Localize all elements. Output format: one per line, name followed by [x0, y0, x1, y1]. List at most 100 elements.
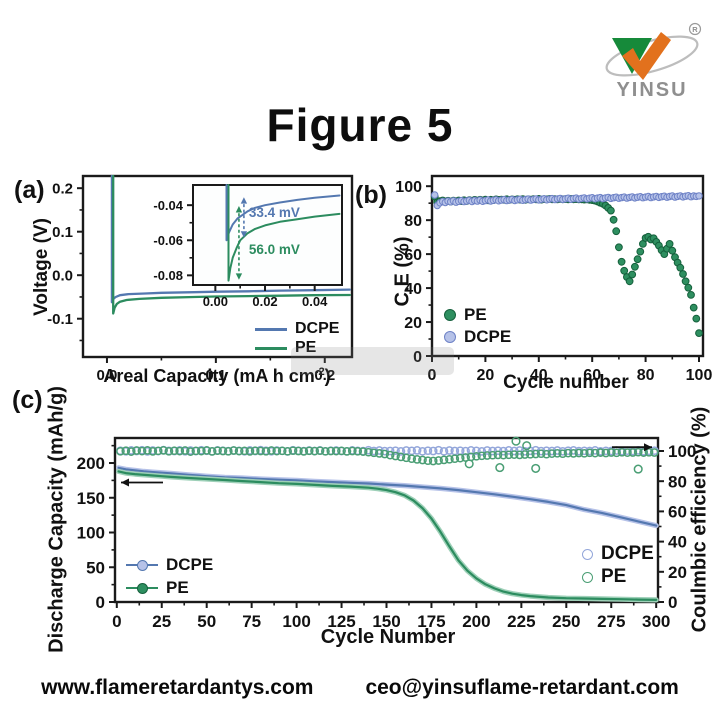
panel-b-pe-point	[676, 263, 685, 272]
panel-b-pe-point	[609, 215, 618, 224]
panel-c-eff-point-pe	[169, 446, 179, 456]
panel-c-eff-point-pe	[423, 456, 433, 466]
panel-c-eff-point-pe	[202, 446, 212, 455]
panel-c-eff-point-pe	[180, 446, 190, 455]
panel-c-eff-outlier-pe	[495, 463, 505, 473]
panel-c-eff-point-pe	[552, 448, 562, 458]
arrowhead	[240, 197, 248, 204]
panel-c-eff-point-dcpe	[428, 446, 438, 456]
plot-frame	[113, 436, 660, 604]
panel-a-letter: (a)	[14, 176, 45, 204]
panel-c-eff-point-pe	[558, 449, 568, 459]
y-tick-label: 200	[77, 454, 105, 473]
panel-c-eff-point-pe	[148, 447, 158, 456]
panel-c-eff-point-dcpe	[396, 447, 406, 456]
y-tick-label: 20	[668, 563, 687, 582]
annotation-label: 33.4 mV	[249, 205, 300, 220]
panel-c-eff-point-pe	[574, 448, 584, 458]
panel-c-eff-outlier-pe	[633, 464, 643, 474]
arrowhead	[240, 231, 248, 238]
legend-label: PE	[601, 566, 627, 587]
panel-c-eff-point-pe	[358, 447, 368, 456]
panel-c-eff-point-pe	[628, 448, 638, 457]
y-tick-label: 0.1	[52, 224, 73, 241]
panel-c-eff-point-dcpe	[391, 446, 400, 456]
x-tick-label: 0	[428, 367, 437, 384]
y-tick-label: 20	[404, 315, 422, 332]
panel-c-legend-eff-dcpe: DCPE	[582, 543, 654, 565]
panel-c-eff-point-pe	[229, 446, 239, 455]
panel-c-eff-point-pe	[569, 449, 578, 458]
pe-open-swatch	[582, 571, 593, 583]
panel-c-eff-point-pe	[472, 451, 481, 461]
panel-c-eff-point-pe	[186, 447, 195, 456]
y-tick-label: 150	[77, 489, 105, 508]
panel-c-eff-point-pe	[143, 446, 152, 455]
x-tick-label: 100	[282, 612, 310, 631]
pe-linedot-swatch	[126, 583, 158, 594]
panel-c-eff-point-pe	[116, 446, 125, 456]
panel-c-eff-point-dcpe	[412, 446, 422, 455]
panel-c-eff-point-pe	[191, 446, 201, 456]
panel-c-eff-point-dcpe	[461, 446, 470, 456]
panel-c-eff-point-pe	[434, 456, 443, 465]
panel-b-pe-point	[607, 206, 615, 215]
annotation-label: 56.0 mV	[249, 242, 300, 257]
x-tick-label: 20	[477, 367, 495, 384]
x-tick-label: 175	[417, 612, 445, 631]
x-tick-label: 0.00	[203, 294, 228, 309]
panel-b-pe-point	[684, 283, 693, 292]
panel-c-eff-point-pe	[525, 449, 535, 459]
footer-website: www.flameretardantys.com	[41, 676, 314, 699]
panel-c-eff-point-pe	[520, 450, 530, 459]
panel-b-pe-point	[668, 246, 677, 255]
panel-c-eff-point-pe	[547, 449, 557, 458]
panel-c-eff-point-pe	[342, 447, 352, 456]
panel-b-pe-point	[687, 291, 695, 299]
panel-c-eff-point-pe	[585, 448, 595, 458]
y-tick-label: 100	[668, 442, 696, 461]
panel-b-pe-point	[692, 314, 701, 323]
panel-c-eff-point-pe	[445, 454, 454, 464]
x-tick-label: 75	[242, 612, 261, 631]
panel-c-eff-point-pe	[304, 446, 314, 456]
legend-label: PE	[166, 578, 189, 597]
panel-b-pe-point	[615, 243, 623, 252]
x-tick-label: 225	[507, 612, 535, 631]
panel-b-pe-point	[679, 270, 687, 278]
y-tick-label: 80	[668, 472, 687, 491]
panel-c-eff-point-pe	[477, 451, 487, 461]
panel-c-eff-point-dcpe	[504, 446, 514, 455]
panel-c-eff-point-dcpe	[477, 447, 487, 456]
panel-c-eff-point-pe	[261, 446, 271, 456]
plot-frame	[81, 174, 354, 359]
pe-line-swatch	[255, 346, 287, 350]
panel-c-eff-point-pe	[294, 446, 303, 456]
inset-bg	[193, 185, 342, 285]
panel-c-eff-point-pe	[364, 447, 373, 457]
inset-curve-pe	[227, 184, 341, 282]
panel-c-eff-point-dcpe	[579, 446, 589, 456]
panel-c-eff-point-dcpe	[380, 446, 390, 456]
panel-c-eff-point-pe	[347, 446, 357, 456]
panel-c-eff-point-pe	[563, 448, 573, 458]
panel-c-eff-point-dcpe	[590, 446, 600, 455]
x-tick-label: 60	[583, 367, 601, 384]
panel-c-eff-point-pe	[385, 450, 395, 460]
panel-c-eff-point-pe	[207, 447, 217, 456]
panel-b-pe-point	[631, 262, 639, 271]
arrowhead	[235, 273, 243, 280]
panel-c-eff-point-pe	[132, 446, 141, 455]
y-tick-label: 100	[77, 524, 105, 543]
y-tick-label: 60	[404, 247, 422, 264]
panel-c-eff-point-pe	[499, 450, 508, 460]
panel-b-pe-point	[612, 227, 621, 236]
panel-c-eff-point-pe	[137, 446, 147, 456]
panel-c-eff-point-pe	[245, 447, 255, 456]
panel-c-eff-point-dcpe	[472, 446, 481, 456]
y-tick-label: 0	[668, 593, 677, 612]
x-tick-label: 80	[637, 367, 655, 384]
panel-c-eff-point-pe	[391, 451, 400, 461]
